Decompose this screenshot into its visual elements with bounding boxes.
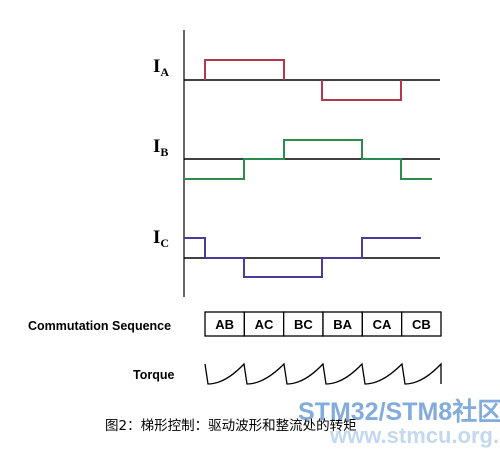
step-label: BA — [333, 317, 352, 332]
waveform-a — [204, 59, 285, 80]
torque-wave — [204, 362, 442, 385]
sequence: AB AC BC BA CA CB — [204, 311, 442, 337]
signal-label: IB — [153, 136, 168, 159]
torque-label: Torque — [133, 368, 174, 382]
waveform-a — [321, 80, 402, 101]
signal-label: IC — [153, 227, 169, 250]
step-label: CA — [373, 317, 392, 332]
caption: 图2：梯形控制：驱动波形和整流处的转矩 — [105, 418, 357, 434]
step-box — [322, 311, 363, 337]
step-box — [361, 311, 403, 337]
waveform-c — [184, 237, 421, 278]
step-label: CB — [412, 317, 431, 332]
step-box — [204, 311, 245, 337]
step-label: BC — [294, 317, 313, 332]
watermark-url: www.stmcu.org.cn — [329, 423, 500, 448]
step-box — [401, 311, 442, 337]
signal-label: IA — [153, 56, 169, 79]
waveform-b — [184, 139, 432, 180]
watermark-title: STM32/STM8社区 — [298, 397, 500, 426]
step-label: AC — [255, 317, 274, 332]
sequence-label: Commutation Sequence — [28, 319, 171, 333]
step-label: AB — [215, 317, 234, 332]
